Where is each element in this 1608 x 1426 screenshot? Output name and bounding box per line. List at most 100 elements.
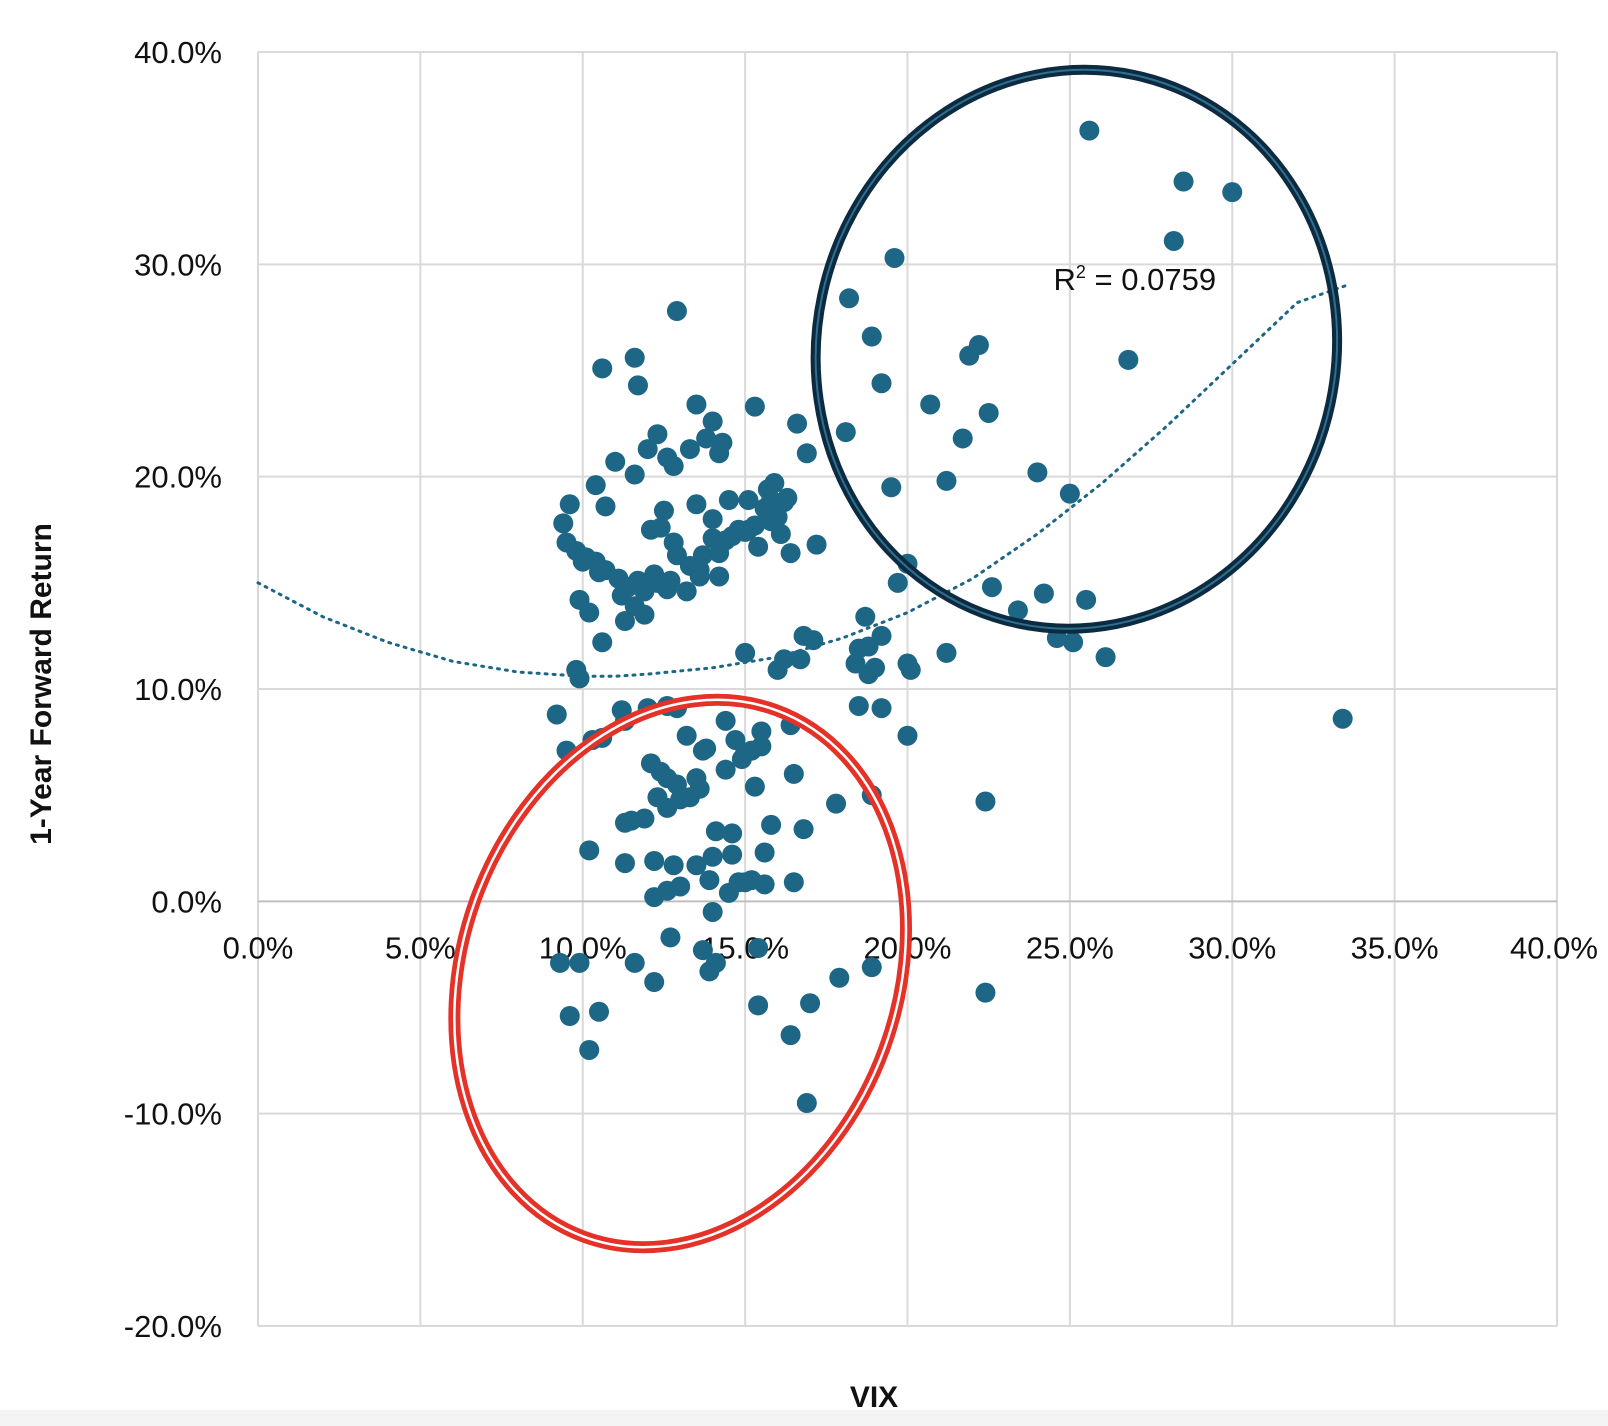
data-point [787, 413, 808, 434]
data-point [634, 604, 655, 625]
data-point [705, 952, 726, 973]
data-point [738, 490, 759, 511]
data-point [637, 439, 658, 460]
bottom-strip [0, 1410, 1608, 1426]
data-point [735, 742, 756, 763]
data-point [722, 844, 743, 865]
data-point [715, 710, 736, 731]
data-point [709, 443, 730, 464]
data-point [686, 394, 707, 415]
data-point [790, 649, 811, 670]
data-point [569, 668, 590, 689]
data-point [744, 515, 765, 536]
data-point [592, 632, 613, 653]
data-point [884, 247, 905, 268]
data-point [569, 952, 590, 973]
data-point [1222, 182, 1243, 203]
data-point [728, 519, 749, 540]
data-point [692, 545, 713, 566]
data-point [1076, 589, 1097, 610]
high-vix-highlight-ellipse-inner [814, 68, 1339, 630]
data-point [793, 819, 814, 840]
y-tick-label: 20.0% [134, 460, 222, 495]
data-point [796, 443, 817, 464]
data-point [670, 789, 691, 810]
data-point [588, 562, 609, 583]
data-point [920, 394, 941, 415]
data-point [660, 927, 681, 948]
data-point [650, 517, 671, 538]
data-point [579, 840, 600, 861]
data-point [835, 422, 856, 443]
x-tick-label: 40.0% [1510, 930, 1598, 965]
data-point [1059, 483, 1080, 504]
data-point [579, 602, 600, 623]
data-point [550, 952, 571, 973]
data-point [689, 566, 710, 587]
data-point [666, 545, 687, 566]
data-point [572, 551, 593, 572]
data-point [848, 695, 869, 716]
data-point [829, 967, 850, 988]
r-squared-value: = 0.0759 [1086, 262, 1216, 297]
data-point [975, 982, 996, 1003]
data-point [1007, 600, 1028, 621]
data-point [881, 477, 902, 498]
y-axis-title: 1-Year Forward Return [25, 523, 58, 845]
data-point [702, 901, 723, 922]
data-point [718, 490, 739, 511]
data-point [774, 492, 795, 513]
data-point [748, 536, 769, 557]
data-point [614, 611, 635, 632]
data-point [614, 853, 635, 874]
data-point [858, 664, 879, 685]
data-point [592, 358, 613, 379]
data-point [709, 566, 730, 587]
r-squared-label: R [1054, 262, 1076, 297]
data-point [553, 513, 574, 534]
x-tick-label: 25.0% [1026, 930, 1114, 965]
data-point [936, 470, 957, 491]
data-point [839, 288, 860, 309]
data-point [705, 821, 726, 842]
x-tick-label: 30.0% [1188, 930, 1276, 965]
data-point [952, 428, 973, 449]
data-point [660, 570, 681, 591]
data-point [702, 509, 723, 530]
data-point [861, 326, 882, 347]
data-point [761, 814, 782, 835]
data-point [679, 439, 700, 460]
data-point [751, 736, 772, 757]
y-tick-label: -10.0% [124, 1097, 222, 1132]
data-point [780, 1025, 801, 1046]
data-point [579, 1039, 600, 1060]
data-point [595, 496, 616, 517]
data-point [686, 855, 707, 876]
data-point [796, 1093, 817, 1114]
data-point [1063, 632, 1084, 653]
data-point [624, 347, 645, 368]
data-point [936, 642, 957, 663]
data-point [663, 855, 684, 876]
data-point [644, 972, 665, 993]
x-tick-label: 5.0% [385, 930, 456, 965]
data-point [748, 938, 769, 959]
data-point [624, 952, 645, 973]
data-point [1173, 171, 1194, 192]
data-point [1118, 349, 1139, 370]
data-point [754, 842, 775, 863]
data-point [699, 870, 720, 891]
data-point [900, 659, 921, 680]
data-point [1095, 647, 1116, 668]
highlight-ellipses [448, 64, 1343, 1254]
data-point [975, 791, 996, 812]
data-point [1079, 120, 1100, 141]
data-point [1163, 230, 1184, 251]
data-point [702, 411, 723, 432]
data-point [634, 808, 655, 829]
data-point [871, 625, 892, 646]
data-point [666, 301, 687, 322]
data-point [644, 564, 665, 585]
data-point [897, 725, 918, 746]
